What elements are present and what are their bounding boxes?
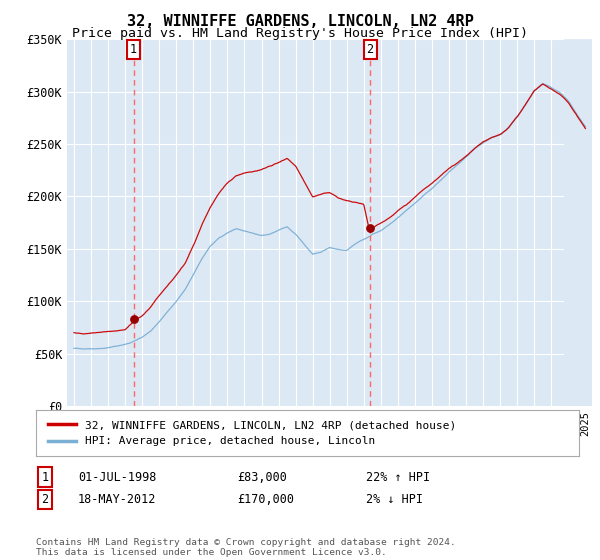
Legend: 32, WINNIFFE GARDENS, LINCOLN, LN2 4RP (detached house), HPI: Average price, det: 32, WINNIFFE GARDENS, LINCOLN, LN2 4RP (… <box>41 414 463 453</box>
Text: £170,000: £170,000 <box>237 493 294 506</box>
Text: 32, WINNIFFE GARDENS, LINCOLN, LN2 4RP: 32, WINNIFFE GARDENS, LINCOLN, LN2 4RP <box>127 14 473 29</box>
Text: Price paid vs. HM Land Registry's House Price Index (HPI): Price paid vs. HM Land Registry's House … <box>72 27 528 40</box>
Text: 18-MAY-2012: 18-MAY-2012 <box>78 493 157 506</box>
Text: £83,000: £83,000 <box>237 470 287 484</box>
Text: 1: 1 <box>130 43 137 56</box>
Point <box>365 223 375 232</box>
Point <box>129 315 139 324</box>
Text: 2: 2 <box>41 493 49 506</box>
Text: 01-JUL-1998: 01-JUL-1998 <box>78 470 157 484</box>
Text: Contains HM Land Registry data © Crown copyright and database right 2024.
This d: Contains HM Land Registry data © Crown c… <box>36 538 456 557</box>
Text: 2% ↓ HPI: 2% ↓ HPI <box>366 493 423 506</box>
Bar <box>564 39 596 406</box>
Text: 2: 2 <box>367 43 374 56</box>
Text: 22% ↑ HPI: 22% ↑ HPI <box>366 470 430 484</box>
Text: 1: 1 <box>41 470 49 484</box>
